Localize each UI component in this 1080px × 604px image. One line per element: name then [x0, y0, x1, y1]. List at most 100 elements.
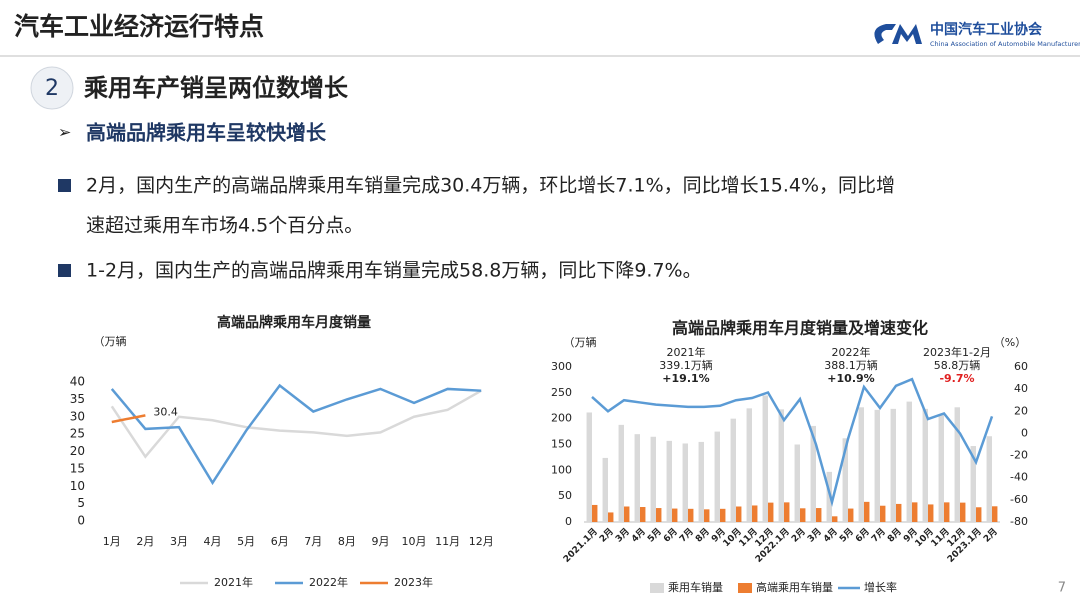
y-tick-label: 300: [551, 360, 572, 373]
x-tick-label: 12月: [469, 535, 494, 548]
bar: [762, 395, 768, 522]
legend-label: 2022年: [309, 575, 348, 589]
y-tick-label: 15: [70, 461, 85, 475]
sub-marker: ➢: [58, 123, 71, 142]
bar: [688, 508, 694, 522]
annotation: 339.1万辆: [659, 358, 713, 372]
bar: [976, 507, 982, 522]
y-tick-label: 35: [70, 392, 85, 406]
bar: [666, 440, 672, 522]
bar: [650, 436, 656, 522]
bar: [608, 512, 614, 522]
bar: [730, 418, 736, 522]
bullet-text: 速超过乘用车市场4.5个百分点。: [86, 215, 363, 237]
annotation: 2023年1-2月: [923, 345, 991, 359]
unit-label: （万辆: [564, 335, 597, 349]
chart-title: 高端品牌乘用车月度销量: [217, 314, 371, 331]
series-line: [110, 383, 482, 486]
bar: [874, 409, 880, 522]
page-number: 7: [1058, 581, 1066, 596]
bar: [864, 501, 870, 522]
section-badge: [30, 66, 74, 110]
bullet-square: [58, 264, 71, 277]
y2-tick-label: -40: [1010, 471, 1028, 484]
bar: [880, 505, 886, 522]
bar: [698, 441, 704, 522]
bar: [890, 408, 896, 522]
section-title: 乘用车产销呈两位数增长: [83, 74, 349, 102]
bar: [944, 502, 950, 522]
logo-cn: 中国汽车工业协会: [930, 21, 1043, 38]
bar: [752, 505, 758, 522]
y-tick-label: 25: [70, 427, 85, 441]
x-tick-label: 7月: [304, 535, 322, 548]
annotation: +10.9%: [827, 372, 874, 385]
bar: [586, 412, 592, 522]
bar: [736, 506, 742, 522]
subheading: 高端品牌乘用车呈较快增长: [86, 121, 327, 145]
series-line: [110, 389, 482, 459]
y2-tick-label: -20: [1010, 449, 1028, 462]
x-tick-label: 9月: [371, 535, 389, 548]
bar: [986, 436, 992, 522]
bar: [938, 415, 944, 522]
bar: [960, 502, 966, 522]
legend-label: 高端乘用车销量: [756, 580, 833, 594]
y-tick-label: 30: [70, 409, 85, 423]
x-tick-label: 6月: [271, 535, 289, 548]
legend-swatch: [650, 583, 664, 593]
legend-label: 2023年: [394, 575, 433, 589]
bar: [672, 508, 678, 522]
series-line: [591, 377, 994, 507]
bar: [842, 438, 848, 522]
bar: [800, 508, 806, 522]
bar: [954, 407, 960, 522]
y-tick-label: 50: [558, 489, 572, 502]
legend-label: 2021年: [214, 575, 253, 589]
bar: [848, 508, 854, 522]
y-tick-label: 20: [70, 444, 85, 458]
series-line: [111, 414, 146, 424]
bar: [858, 407, 864, 522]
section-number: 2: [45, 76, 59, 101]
bar: [656, 508, 662, 522]
y2-tick-label: 20: [1014, 404, 1028, 417]
annotation: 58.8万辆: [934, 358, 981, 372]
y2-tick-label: 0: [1021, 426, 1028, 439]
bar: [912, 502, 918, 522]
x-tick-label: 3月: [170, 535, 188, 548]
bar: [784, 502, 790, 522]
bar: [592, 504, 598, 522]
y-tick-label: 5: [77, 496, 85, 510]
x-tick-label: 4月: [204, 535, 222, 548]
bar: [896, 503, 902, 522]
unit2-label: （%）: [994, 336, 1026, 349]
bullet-text: 2月，国内生产的高端品牌乘用车销量完成30.4万辆，环比增长7.1%，同比增长1…: [86, 175, 895, 197]
annotation: +19.1%: [662, 372, 709, 385]
bullet-text: 1-2月，国内生产的高端品牌乘用车销量完成58.8万辆，同比下降9.7%。: [86, 260, 702, 282]
value-label: 30.4: [153, 405, 178, 418]
bar: [906, 401, 912, 522]
y-tick-label: 200: [551, 412, 572, 425]
y2-tick-label: -80: [1010, 515, 1028, 528]
y2-tick-label: 60: [1014, 360, 1028, 373]
bar: [634, 434, 640, 522]
bar: [832, 516, 838, 522]
x-tick-label: 2月: [136, 535, 154, 548]
legend-label: 乘用车销量: [668, 580, 723, 594]
bar: [720, 508, 726, 522]
y2-tick-label: -60: [1010, 493, 1028, 506]
bar: [992, 506, 998, 522]
bar: [810, 425, 816, 522]
bar: [768, 502, 774, 522]
y-tick-label: 250: [551, 386, 572, 399]
y-tick-label: 0: [77, 514, 85, 528]
bar: [816, 508, 822, 522]
y-tick-label: 40: [70, 375, 85, 389]
bar: [704, 509, 710, 522]
legend-label: 增长率: [864, 580, 897, 594]
legend-swatch: [738, 583, 752, 593]
header-title: 汽车工业经济运行特点: [14, 12, 264, 41]
